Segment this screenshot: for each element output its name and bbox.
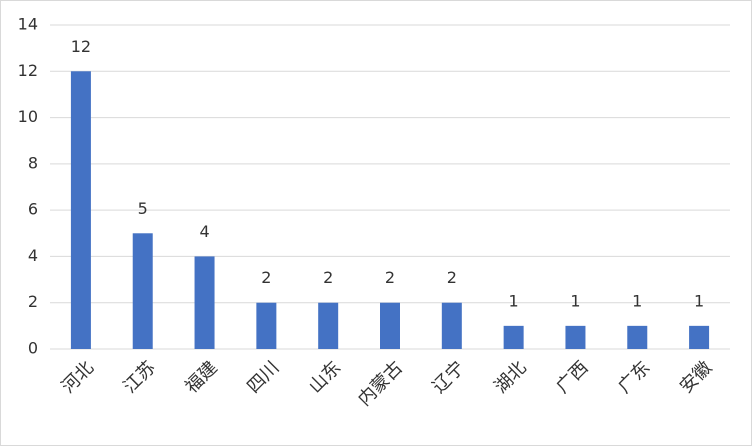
data-label: 1 bbox=[509, 291, 519, 310]
bar bbox=[70, 71, 91, 350]
bar bbox=[627, 325, 648, 349]
data-label: 2 bbox=[447, 268, 457, 287]
data-label: 1 bbox=[570, 291, 580, 310]
y-tick-label: 12 bbox=[18, 61, 38, 80]
bar bbox=[194, 256, 215, 349]
bar bbox=[503, 325, 524, 349]
y-tick-label: 0 bbox=[28, 339, 38, 358]
data-label: 2 bbox=[323, 268, 333, 287]
bar bbox=[689, 325, 710, 349]
bar bbox=[441, 302, 462, 349]
data-label: 4 bbox=[199, 222, 209, 241]
y-tick-label: 4 bbox=[28, 246, 38, 265]
data-label: 5 bbox=[138, 199, 148, 218]
bar bbox=[565, 325, 586, 349]
bar bbox=[132, 233, 153, 349]
data-label: 12 bbox=[71, 37, 91, 56]
data-label: 1 bbox=[694, 291, 704, 310]
bar bbox=[318, 302, 339, 349]
data-label: 2 bbox=[385, 268, 395, 287]
y-tick-label: 6 bbox=[28, 200, 38, 219]
bar bbox=[380, 302, 400, 349]
y-tick-label: 10 bbox=[18, 107, 38, 126]
y-tick-label: 2 bbox=[28, 292, 38, 311]
y-tick-label: 14 bbox=[18, 15, 38, 34]
data-label: 2 bbox=[261, 268, 271, 287]
data-label: 1 bbox=[632, 291, 642, 310]
bar bbox=[256, 302, 277, 349]
y-tick-label: 8 bbox=[28, 153, 38, 172]
